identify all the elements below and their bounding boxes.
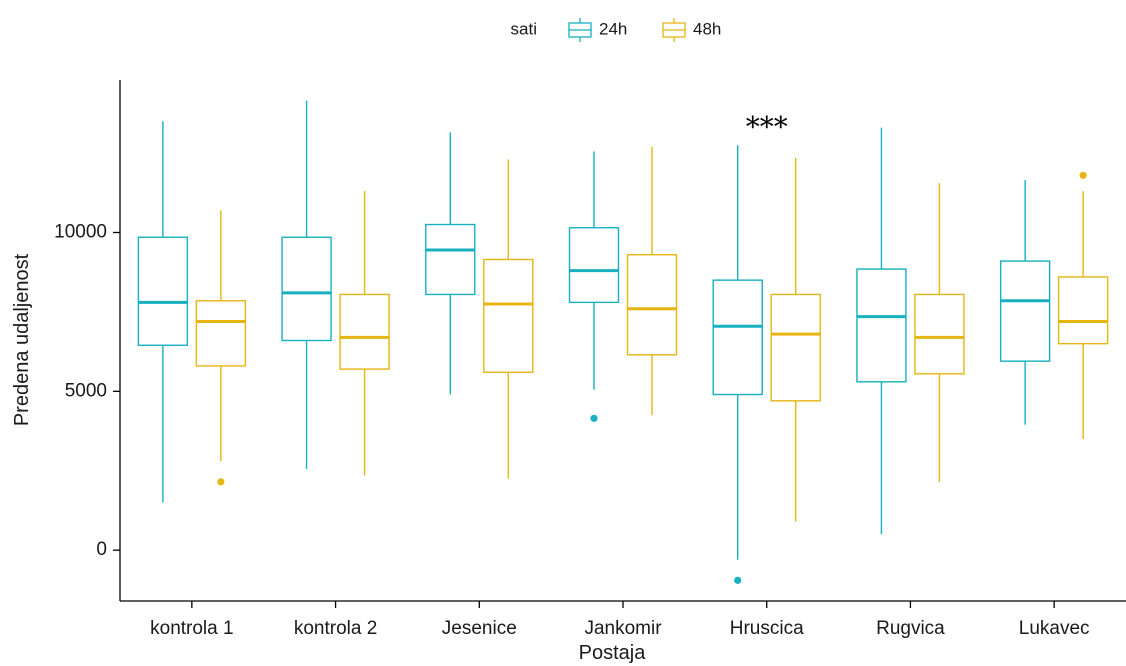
box-body [1057,276,1109,345]
box-24h-kontrola-1 [137,121,189,503]
legend-item-label: 48h [693,19,721,38]
outlier-point [217,478,225,486]
box-body [712,279,763,396]
box-48h-kontrola-2 [339,191,390,476]
box-body [281,236,332,342]
x-tick-label: Hruscica [730,618,804,639]
box-48h-hruscica [770,157,821,522]
boxes [137,100,1109,584]
x-tick-label: kontrola 2 [294,618,377,639]
box-24h-kontrola-2 [281,100,332,470]
legend-item-label: 24h [599,19,627,38]
box-body [425,223,476,296]
significance-annotation: *** [746,110,788,143]
box-48h-rugvica [914,183,965,482]
y-tick-label: 10000 [54,222,107,243]
y-axis-title: Predena udaljenost [11,253,33,426]
y-tick-label: 5000 [65,380,107,401]
x-tick-label: Rugvica [876,618,945,639]
box-48h-kontrola-1 [195,210,247,486]
box-body [770,293,821,402]
box-48h-lukavec [1057,171,1109,439]
box-body [195,300,247,367]
box-body [568,227,620,304]
box-48h-jankomir [626,146,678,416]
legend-item-48h: 48h [662,18,721,42]
box-24h-lukavec [999,180,1051,425]
axes [119,80,1126,602]
box-body [339,293,390,370]
box-24h-jesenice [425,132,476,395]
box-body [483,258,534,373]
x-ticks: kontrola 1 kontrola 2 Jesenice Jankomir Hrus… [150,601,1090,639]
x-tick-label: Jankomir [584,618,662,639]
legend-item-24h: 24h [568,18,627,42]
x-axis-title: Postaja [579,642,647,664]
annotations: *** [746,110,788,143]
legend-title: sati [511,19,537,38]
x-tick-label: Lukavec [1019,618,1090,639]
y-tick-label: 0 [96,539,107,560]
legend: sati 24h 48h [511,18,721,42]
outlier-point [1079,171,1087,179]
box-body [137,236,189,346]
x-tick-label: kontrola 1 [150,618,233,639]
outlier-point [590,414,598,422]
box-24h-hruscica [712,145,763,584]
box-body [856,268,907,383]
x-tick-label: Jesenice [442,618,517,639]
box-body [914,293,965,375]
y-ticks: 0 5000 10000 [54,222,120,560]
box-body [626,254,678,356]
box-48h-jesenice [483,159,534,479]
outlier-point [734,576,742,584]
box-body [999,260,1051,362]
box-24h-rugvica [856,127,907,535]
box-24h-jankomir [568,151,620,422]
